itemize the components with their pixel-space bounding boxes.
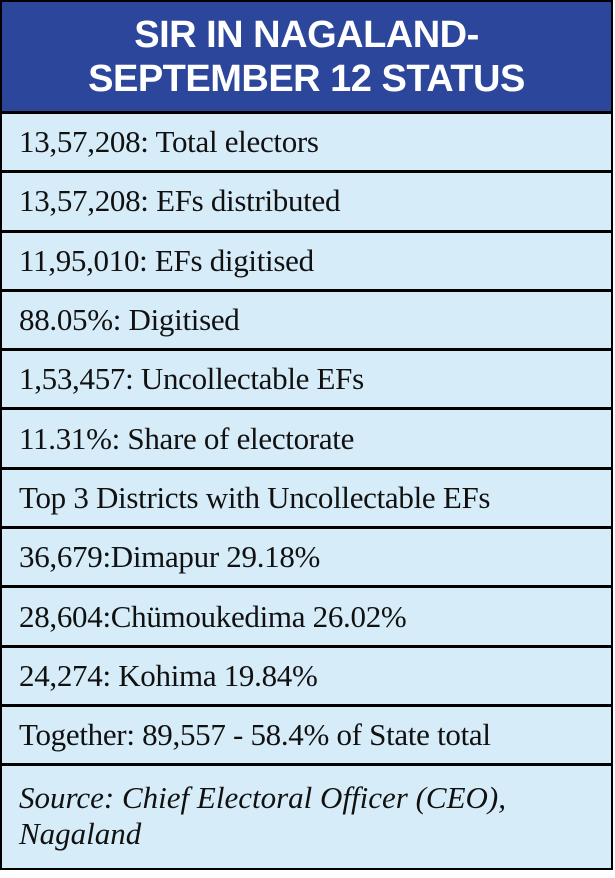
card-header: SIR IN NAGALAND- SEPTEMBER 12 STATUS bbox=[2, 2, 611, 114]
stat-row-share-of-electorate: 11.31%: Share of electorate bbox=[2, 410, 611, 470]
stat-row-dimapur: 36,679:Dimapur 29.18% bbox=[2, 529, 611, 589]
stat-row-chumoukedima: 28,604:Chümoukedima 26.02% bbox=[2, 588, 611, 648]
stat-row-total-electors: 13,57,208: Total electors bbox=[2, 114, 611, 174]
stat-row-kohima: 24,274: Kohima 19.84% bbox=[2, 648, 611, 707]
stat-row-digitised-percent: 88.05%: Digitised bbox=[2, 292, 611, 352]
stat-row-efs-digitised: 11,95,010: EFs digitised bbox=[2, 233, 611, 292]
stat-row-together: Together: 89,557 - 58.4% of State total bbox=[2, 707, 611, 767]
section-heading-top-districts: Top 3 Districts with Uncollectable EFs bbox=[2, 470, 611, 530]
stat-row-uncollectable-efs: 1,53,457: Uncollectable EFs bbox=[2, 351, 611, 411]
title-line-1: SIR IN NAGALAND- bbox=[134, 13, 479, 56]
source-note: Source: Chief Electoral Officer (CEO), N… bbox=[19, 780, 506, 852]
title-line-2: SEPTEMBER 12 STATUS bbox=[88, 57, 525, 100]
stat-row-efs-distributed: 13,57,208: EFs distributed bbox=[2, 173, 611, 233]
